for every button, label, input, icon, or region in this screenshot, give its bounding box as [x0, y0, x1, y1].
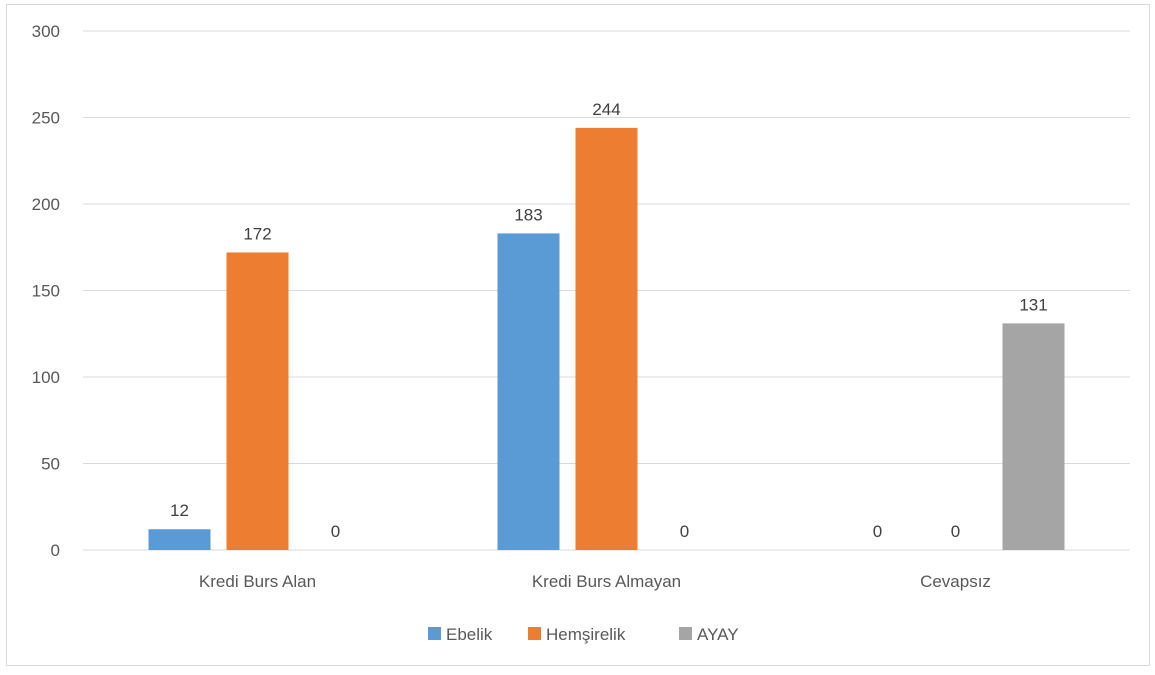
bar — [226, 252, 289, 550]
bar — [575, 127, 638, 550]
bar — [148, 529, 211, 550]
bars — [148, 127, 1065, 550]
data-label: 0 — [873, 522, 882, 541]
legend-label: AYAY — [697, 625, 739, 644]
data-label: 131 — [1019, 295, 1047, 314]
legend-label: Ebelik — [446, 625, 493, 644]
y-tick-label: 150 — [32, 282, 60, 301]
data-label: 244 — [592, 100, 620, 119]
x-axis-ticks: Kredi Burs Alan Kredi Burs Almayan Cevapsı… — [199, 572, 991, 591]
legend-swatch — [428, 627, 441, 640]
bar — [1002, 323, 1065, 550]
bar — [497, 233, 560, 550]
data-label: 172 — [243, 224, 271, 243]
legend-label: Hemşirelik — [546, 625, 626, 644]
data-label: 0 — [951, 522, 960, 541]
legend-swatch — [528, 627, 541, 640]
y-axis-ticks: 0 50 100 150 200 250 300 — [32, 22, 60, 560]
data-label: 0 — [680, 522, 689, 541]
y-tick-label: 0 — [51, 541, 60, 560]
data-label: 12 — [170, 501, 189, 520]
y-tick-label: 300 — [32, 22, 60, 41]
data-label: 183 — [514, 205, 542, 224]
y-tick-label: 100 — [32, 368, 60, 387]
data-label: 0 — [331, 522, 340, 541]
legend-swatch — [679, 627, 692, 640]
y-tick-label: 50 — [41, 455, 60, 474]
x-tick-label: Cevapsız — [920, 572, 991, 591]
legend: Ebelik Hemşirelik AYAY — [428, 625, 739, 644]
x-tick-label: Kredi Burs Alan — [199, 572, 316, 591]
y-tick-label: 250 — [32, 109, 60, 128]
data-labels: 12 172 0 183 244 0 0 0 131 — [170, 100, 1048, 541]
x-tick-label: Kredi Burs Almayan — [532, 572, 681, 591]
y-tick-label: 200 — [32, 195, 60, 214]
